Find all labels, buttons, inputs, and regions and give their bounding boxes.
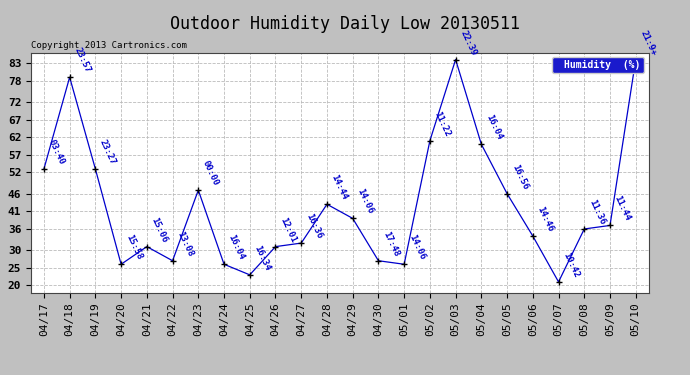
Text: 16:04: 16:04 xyxy=(227,233,246,261)
Text: Copyright 2013 Cartronics.com: Copyright 2013 Cartronics.com xyxy=(31,41,187,50)
Text: 22:39: 22:39 xyxy=(458,28,478,57)
Text: 23:27: 23:27 xyxy=(98,138,118,166)
Text: 10:42: 10:42 xyxy=(562,251,581,279)
Text: 11:22: 11:22 xyxy=(433,110,452,138)
Text: Outdoor Humidity Daily Low 20130511: Outdoor Humidity Daily Low 20130511 xyxy=(170,15,520,33)
Text: 16:34: 16:34 xyxy=(253,244,272,272)
Legend: Humidity  (%): Humidity (%) xyxy=(552,57,644,73)
Text: 11:44: 11:44 xyxy=(613,195,632,223)
Text: 14:06: 14:06 xyxy=(407,233,426,261)
Text: 00:00: 00:00 xyxy=(201,159,221,188)
Text: 11:36: 11:36 xyxy=(587,198,607,226)
Text: 23:57: 23:57 xyxy=(72,46,92,74)
Text: 16:56: 16:56 xyxy=(510,163,529,191)
Text: 15:06: 15:06 xyxy=(150,216,169,244)
Text: 17:48: 17:48 xyxy=(381,230,401,258)
Text: 16:36: 16:36 xyxy=(304,212,324,240)
Text: 12:01: 12:01 xyxy=(278,216,298,244)
Text: 03:40: 03:40 xyxy=(47,138,66,166)
Text: 14:06: 14:06 xyxy=(355,188,375,216)
Text: 15:58: 15:58 xyxy=(124,233,144,261)
Text: 21:9+: 21:9+ xyxy=(638,28,658,57)
Text: 14:44: 14:44 xyxy=(330,173,349,201)
Text: 14:46: 14:46 xyxy=(535,205,555,233)
Text: 16:04: 16:04 xyxy=(484,113,504,141)
Text: 13:08: 13:08 xyxy=(175,230,195,258)
